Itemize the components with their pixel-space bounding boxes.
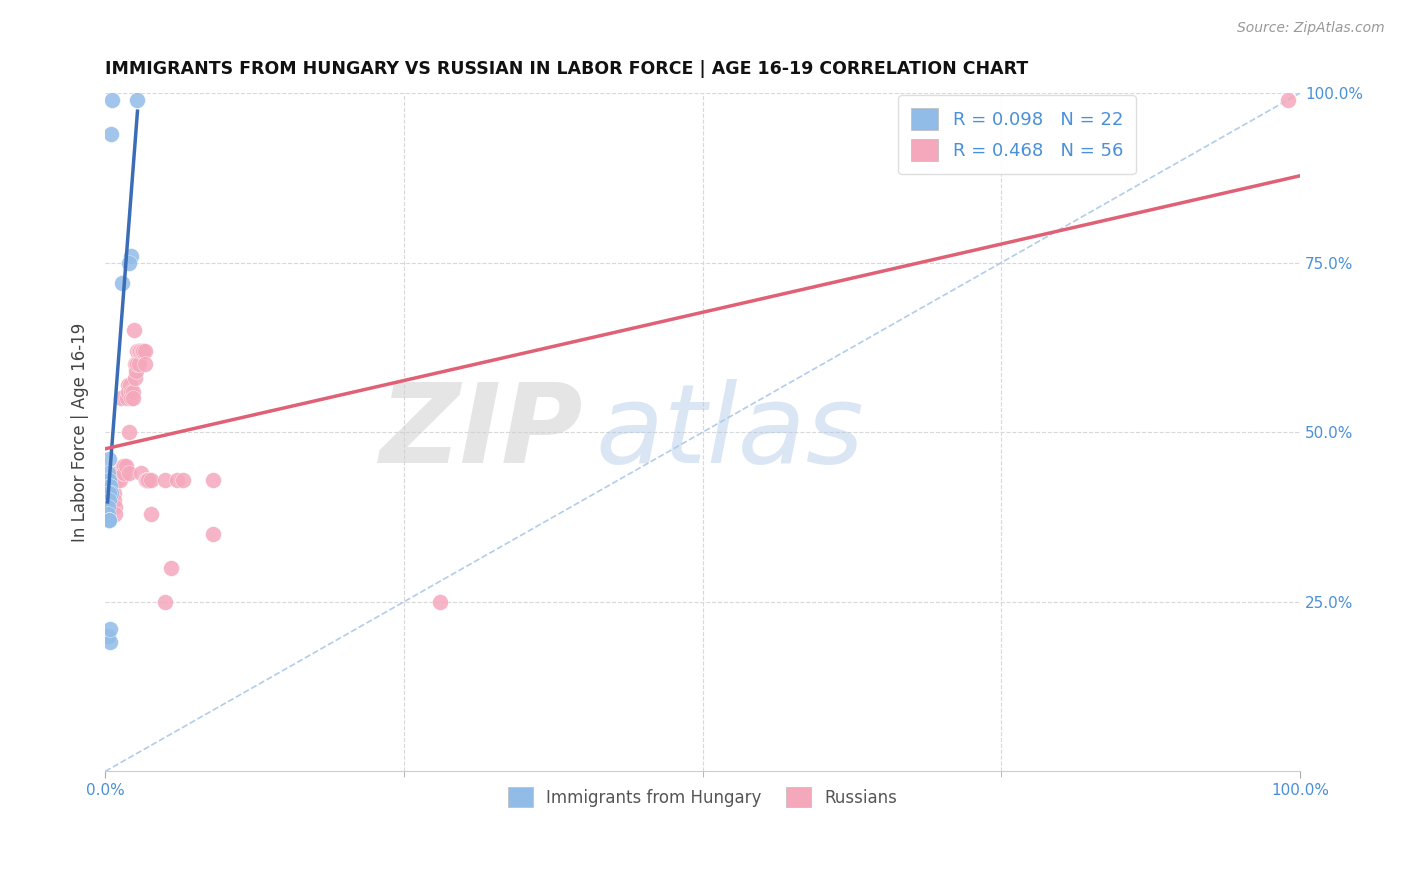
Point	[112, 459, 135, 474]
Text: Source: ZipAtlas.com: Source: ZipAtlas.com	[1237, 21, 1385, 36]
Point	[153, 473, 176, 487]
Point	[112, 466, 135, 480]
Point	[160, 561, 183, 575]
Point	[97, 466, 120, 480]
Point	[104, 500, 127, 514]
Point	[134, 357, 156, 371]
Point	[1277, 93, 1299, 107]
Text: ZIP: ZIP	[380, 379, 583, 486]
Point	[105, 466, 128, 480]
Point	[139, 473, 162, 487]
Point	[117, 384, 139, 399]
Point	[97, 479, 120, 493]
Point	[98, 479, 121, 493]
Text: atlas: atlas	[595, 379, 863, 486]
Point	[100, 486, 122, 500]
Point	[108, 473, 131, 487]
Point	[128, 357, 150, 371]
Point	[107, 466, 129, 480]
Point	[127, 93, 149, 107]
Point	[129, 466, 152, 480]
Point	[111, 276, 134, 290]
Point	[121, 384, 143, 399]
Point	[166, 473, 188, 487]
Point	[118, 255, 141, 269]
Point	[124, 371, 146, 385]
Point	[103, 473, 125, 487]
Point	[128, 343, 150, 358]
Point	[172, 473, 194, 487]
Point	[127, 343, 149, 358]
Point	[124, 357, 146, 371]
Point	[115, 392, 138, 406]
Point	[97, 513, 120, 527]
Point	[127, 357, 149, 371]
Point	[128, 343, 150, 358]
Point	[97, 486, 120, 500]
Point	[135, 473, 157, 487]
Point	[105, 473, 128, 487]
Point	[122, 323, 145, 337]
Point	[97, 513, 120, 527]
Point	[118, 466, 141, 480]
Point	[121, 392, 143, 406]
Point	[104, 507, 127, 521]
Point	[97, 629, 120, 643]
Point	[139, 507, 162, 521]
Point	[131, 343, 153, 358]
Point	[121, 392, 143, 406]
Point	[429, 595, 451, 609]
Point	[120, 377, 142, 392]
Point	[112, 466, 135, 480]
Point	[100, 127, 122, 141]
Point	[97, 473, 120, 487]
Point	[97, 507, 120, 521]
Point	[134, 343, 156, 358]
Point	[97, 513, 120, 527]
Point	[98, 622, 121, 636]
Point	[121, 384, 143, 399]
Point	[201, 473, 224, 487]
Legend: Immigrants from Hungary, Russians: Immigrants from Hungary, Russians	[501, 780, 904, 814]
Point	[136, 473, 159, 487]
Point	[110, 392, 132, 406]
Point	[125, 357, 148, 371]
Y-axis label: In Labor Force | Age 16-19: In Labor Force | Age 16-19	[72, 323, 89, 541]
Point	[114, 459, 136, 474]
Point	[101, 93, 124, 107]
Point	[132, 343, 155, 358]
Text: IMMIGRANTS FROM HUNGARY VS RUSSIAN IN LABOR FORCE | AGE 16-19 CORRELATION CHART: IMMIGRANTS FROM HUNGARY VS RUSSIAN IN LA…	[105, 60, 1028, 78]
Point	[153, 595, 176, 609]
Point	[117, 377, 139, 392]
Point	[201, 527, 224, 541]
Point	[97, 500, 120, 514]
Point	[104, 473, 127, 487]
Point	[118, 425, 141, 440]
Point	[135, 473, 157, 487]
Point	[125, 364, 148, 378]
Point	[103, 486, 125, 500]
Point	[121, 249, 143, 263]
Point	[97, 452, 120, 467]
Point	[98, 635, 121, 649]
Point	[103, 493, 125, 508]
Point	[97, 493, 120, 508]
Point	[136, 473, 159, 487]
Point	[112, 459, 135, 474]
